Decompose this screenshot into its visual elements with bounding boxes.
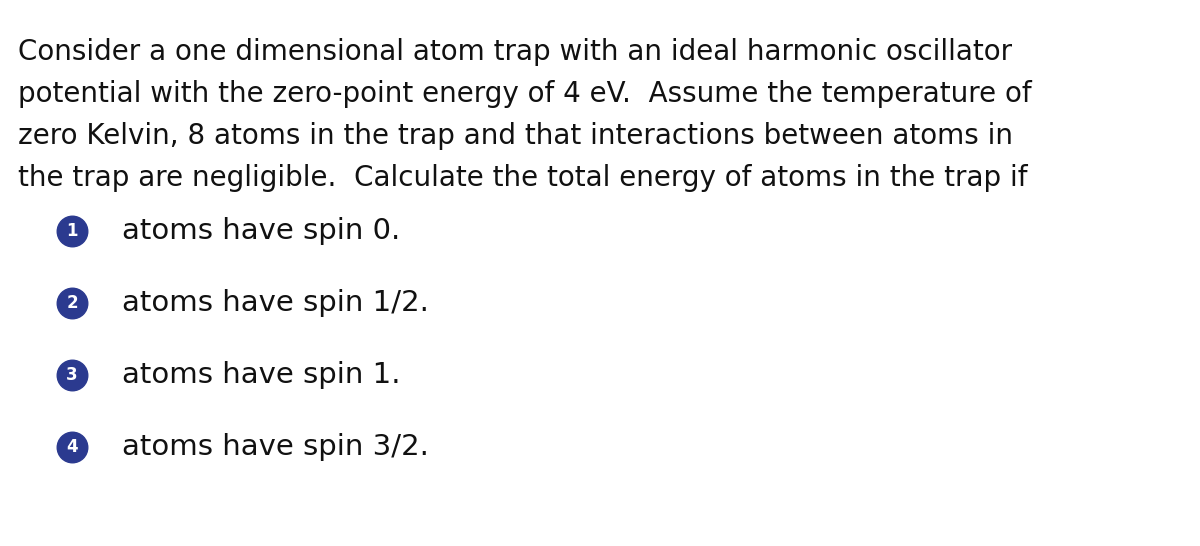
Text: 1: 1 [66, 222, 78, 240]
Text: 2: 2 [66, 294, 78, 312]
Text: the trap are negligible.  Calculate the total energy of atoms in the trap if: the trap are negligible. Calculate the t… [18, 164, 1027, 192]
Text: atoms have spin 1.: atoms have spin 1. [122, 361, 401, 389]
Text: atoms have spin 3/2.: atoms have spin 3/2. [122, 433, 428, 461]
Text: potential with the zero-point energy of 4 eV.  Assume the temperature of: potential with the zero-point energy of … [18, 80, 1032, 108]
Text: Consider a one dimensional atom trap with an ideal harmonic oscillator: Consider a one dimensional atom trap wit… [18, 38, 1012, 66]
Text: 4: 4 [66, 438, 78, 456]
Text: zero Kelvin, 8 atoms in the trap and that interactions between atoms in: zero Kelvin, 8 atoms in the trap and tha… [18, 122, 1013, 150]
Text: atoms have spin 1/2.: atoms have spin 1/2. [122, 289, 428, 317]
Text: atoms have spin 0.: atoms have spin 0. [122, 217, 401, 245]
Text: 3: 3 [66, 366, 78, 384]
